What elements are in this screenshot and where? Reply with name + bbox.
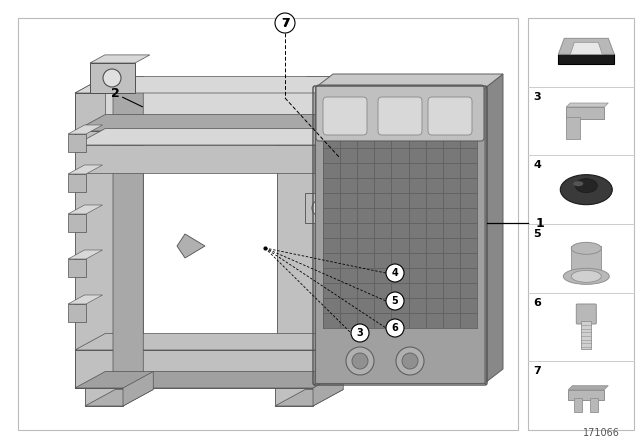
Polygon shape xyxy=(90,55,150,63)
FancyBboxPatch shape xyxy=(323,97,367,135)
Polygon shape xyxy=(277,77,345,93)
Text: 7: 7 xyxy=(281,18,289,28)
Text: 5: 5 xyxy=(533,229,541,239)
Polygon shape xyxy=(275,388,313,406)
Circle shape xyxy=(103,69,121,87)
Polygon shape xyxy=(75,93,315,131)
Polygon shape xyxy=(75,350,315,388)
Text: 171066: 171066 xyxy=(583,428,620,438)
Polygon shape xyxy=(90,63,135,93)
Polygon shape xyxy=(277,93,315,388)
Polygon shape xyxy=(75,371,345,388)
Ellipse shape xyxy=(572,270,602,282)
Bar xyxy=(581,321,591,349)
Circle shape xyxy=(352,353,368,369)
Circle shape xyxy=(402,353,418,369)
Ellipse shape xyxy=(560,175,612,205)
Bar xyxy=(568,390,604,400)
Polygon shape xyxy=(68,304,86,322)
Polygon shape xyxy=(85,388,123,406)
Polygon shape xyxy=(570,42,602,54)
Bar xyxy=(18,18,518,430)
Bar xyxy=(558,54,614,65)
Polygon shape xyxy=(275,389,343,406)
Circle shape xyxy=(386,264,404,282)
Polygon shape xyxy=(315,129,345,173)
Bar xyxy=(572,246,602,276)
Polygon shape xyxy=(326,182,346,197)
Polygon shape xyxy=(566,103,608,107)
Bar xyxy=(528,18,634,430)
Polygon shape xyxy=(68,165,102,174)
Text: 1: 1 xyxy=(536,216,545,229)
Polygon shape xyxy=(177,234,205,258)
Polygon shape xyxy=(105,77,345,115)
Bar xyxy=(566,107,604,119)
Circle shape xyxy=(396,347,424,375)
Polygon shape xyxy=(315,74,503,88)
Circle shape xyxy=(312,200,328,216)
Circle shape xyxy=(386,319,404,337)
Polygon shape xyxy=(68,259,86,277)
Ellipse shape xyxy=(573,181,583,186)
FancyBboxPatch shape xyxy=(316,85,484,141)
Polygon shape xyxy=(75,333,345,350)
Polygon shape xyxy=(105,77,345,115)
Polygon shape xyxy=(326,227,346,242)
Text: 6: 6 xyxy=(533,297,541,308)
Polygon shape xyxy=(319,88,481,138)
Bar xyxy=(323,118,477,328)
Polygon shape xyxy=(315,88,485,383)
Polygon shape xyxy=(68,214,86,232)
Polygon shape xyxy=(123,371,153,406)
Circle shape xyxy=(275,13,295,33)
Text: 3: 3 xyxy=(356,328,364,338)
Text: 7: 7 xyxy=(280,17,289,30)
Polygon shape xyxy=(75,115,345,131)
Polygon shape xyxy=(75,93,113,388)
Polygon shape xyxy=(313,371,343,406)
Polygon shape xyxy=(113,77,143,388)
Text: 4: 4 xyxy=(392,268,398,278)
Polygon shape xyxy=(75,93,315,131)
Polygon shape xyxy=(315,77,345,388)
Polygon shape xyxy=(68,134,86,152)
Text: 7: 7 xyxy=(533,366,541,376)
Bar xyxy=(566,117,580,139)
Ellipse shape xyxy=(572,242,602,254)
Polygon shape xyxy=(326,267,346,282)
Circle shape xyxy=(351,324,369,342)
FancyBboxPatch shape xyxy=(378,97,422,135)
Circle shape xyxy=(386,292,404,310)
Circle shape xyxy=(346,347,374,375)
Ellipse shape xyxy=(563,268,609,284)
Polygon shape xyxy=(105,333,345,371)
Text: 5: 5 xyxy=(392,296,398,306)
Polygon shape xyxy=(105,77,143,371)
Polygon shape xyxy=(558,39,614,54)
Text: 3: 3 xyxy=(533,92,541,102)
Polygon shape xyxy=(68,205,102,214)
Polygon shape xyxy=(68,174,86,192)
Polygon shape xyxy=(485,74,503,383)
Polygon shape xyxy=(68,250,102,259)
Polygon shape xyxy=(75,145,315,173)
Polygon shape xyxy=(75,129,345,145)
Ellipse shape xyxy=(575,179,597,193)
Text: 6: 6 xyxy=(392,323,398,333)
Polygon shape xyxy=(305,193,335,223)
Text: 4: 4 xyxy=(533,160,541,170)
Polygon shape xyxy=(68,125,102,134)
FancyBboxPatch shape xyxy=(576,304,596,324)
Polygon shape xyxy=(68,295,102,304)
Polygon shape xyxy=(75,77,143,93)
Bar xyxy=(590,398,598,412)
Bar xyxy=(574,398,582,412)
Polygon shape xyxy=(568,386,608,390)
FancyBboxPatch shape xyxy=(428,97,472,135)
Polygon shape xyxy=(307,77,345,371)
Text: 2: 2 xyxy=(111,86,120,99)
Polygon shape xyxy=(85,389,153,406)
Polygon shape xyxy=(75,77,345,93)
